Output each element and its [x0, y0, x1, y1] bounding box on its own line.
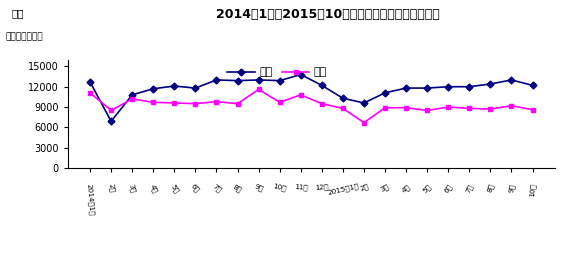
- 出口: [424, 86, 431, 90]
- Text: 6月: 6月: [190, 183, 201, 194]
- 進口: [487, 107, 494, 111]
- 出口: [255, 78, 262, 82]
- 出口: [150, 87, 157, 91]
- Legend: 出口, 進口: 出口, 進口: [223, 63, 332, 82]
- 出口: [381, 91, 388, 95]
- 出口: [403, 86, 410, 90]
- 出口: [297, 73, 304, 76]
- 出口: [87, 80, 93, 83]
- Text: 5月: 5月: [169, 183, 179, 194]
- 進口: [129, 97, 136, 101]
- 進口: [340, 107, 346, 110]
- Text: 12月: 12月: [315, 183, 329, 191]
- 進口: [108, 109, 114, 112]
- 進口: [234, 102, 241, 105]
- Text: 3月: 3月: [379, 183, 391, 193]
- 進口: [508, 104, 515, 107]
- 進口: [297, 93, 304, 96]
- Text: 8月: 8月: [486, 183, 495, 193]
- 進口: [381, 106, 388, 109]
- 進口: [319, 102, 325, 105]
- Text: 9月: 9月: [508, 183, 516, 193]
- Text: 11月: 11月: [294, 183, 308, 191]
- Text: 2月: 2月: [107, 183, 115, 193]
- Text: 8月: 8月: [232, 183, 243, 193]
- 出口: [487, 82, 494, 86]
- Text: 金額: 金額: [11, 8, 24, 18]
- 出口: [508, 78, 515, 82]
- Text: 6月: 6月: [443, 183, 453, 194]
- Text: 4月: 4月: [401, 183, 411, 194]
- Line: 出口: 出口: [88, 72, 535, 124]
- 進口: [445, 105, 452, 109]
- 出口: [171, 85, 178, 88]
- 出口: [129, 93, 136, 96]
- 進口: [403, 106, 410, 109]
- Text: 7月: 7月: [211, 183, 222, 194]
- Text: 5月: 5月: [422, 183, 432, 194]
- Text: 2014年1月至2015年10月我國外貿進出口月度走勢圖: 2014年1月至2015年10月我國外貿進出口月度走勢圖: [216, 8, 440, 21]
- 進口: [529, 108, 536, 111]
- 進口: [192, 102, 199, 105]
- 進口: [87, 91, 93, 95]
- 進口: [276, 101, 283, 104]
- Text: 2月: 2月: [359, 183, 370, 192]
- Line: 進口: 進口: [88, 87, 535, 125]
- 出口: [319, 84, 325, 87]
- 進口: [424, 109, 431, 112]
- Text: 9月: 9月: [253, 183, 264, 192]
- 出口: [466, 85, 473, 88]
- 出口: [276, 79, 283, 82]
- 進口: [466, 107, 473, 110]
- Text: 7月: 7月: [465, 183, 474, 194]
- Text: 10月: 10月: [529, 183, 537, 197]
- 進口: [171, 101, 178, 105]
- 進口: [213, 100, 220, 103]
- 出口: [108, 120, 114, 123]
- Text: （億元人民幣）: （億元人民幣）: [6, 33, 43, 41]
- 出口: [192, 86, 199, 90]
- 出口: [213, 78, 220, 82]
- 進口: [150, 101, 157, 104]
- 進口: [255, 88, 262, 91]
- Text: 2014年1月: 2014年1月: [85, 183, 95, 215]
- 出口: [340, 97, 346, 100]
- Text: 2015年1月: 2015年1月: [327, 183, 359, 196]
- 出口: [445, 85, 452, 88]
- Text: 4月: 4月: [148, 183, 158, 194]
- 出口: [234, 79, 241, 82]
- Text: 10月: 10月: [272, 183, 287, 192]
- 進口: [361, 121, 367, 124]
- Text: 3月: 3月: [128, 183, 136, 193]
- 出口: [529, 84, 536, 87]
- 出口: [361, 101, 367, 105]
